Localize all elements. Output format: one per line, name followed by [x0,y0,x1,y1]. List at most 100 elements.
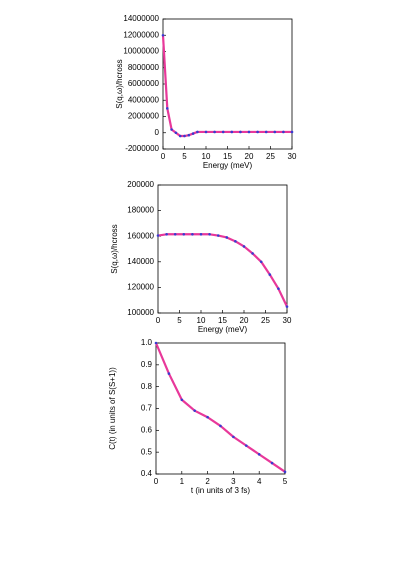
data-point [230,130,234,134]
data-point [242,245,246,248]
data-point [166,107,169,110]
data-point [239,130,242,134]
data-point [208,232,211,236]
data-point [221,130,225,134]
y-tick-label: 0.5 [141,447,153,456]
data-point [282,130,285,134]
data-line [157,233,288,308]
data-point [225,236,229,239]
x-tick-label: 30 [283,316,292,325]
y-tick-label: 0.6 [141,425,153,434]
plot-frame [162,18,293,150]
data-line [154,342,286,473]
data-point [174,131,178,135]
data-point [247,130,251,134]
y-tick-label: 4000000 [128,95,160,104]
y-tick-label: 180000 [127,206,154,215]
data-point [285,305,289,308]
data-point [268,273,272,276]
data-point [219,424,222,428]
y-tick-label: 160000 [127,231,154,240]
x-axis-label: Energy (meV) [203,161,253,170]
x-tick-label: 0 [156,316,161,325]
x-tick-label: 5 [283,477,288,486]
data-point [213,130,216,134]
data-point [204,130,208,134]
y-tick-label: 0.7 [141,404,153,413]
x-axis-label: Energy (meV) [198,325,248,334]
y-tick-label: 0.9 [141,360,153,369]
x-tick-label: 15 [218,316,227,325]
x-tick-label: 5 [177,316,182,325]
x-tick-label: 20 [240,316,249,325]
data-point [182,232,186,236]
x-tick-label: 3 [231,477,236,486]
x-tick-label: 25 [261,316,270,325]
x-tick-label: 0 [154,477,159,486]
x-tick-label: 10 [202,152,211,161]
y-tick-label: 12000000 [123,30,159,39]
data-point [264,130,268,134]
data-point [165,232,168,236]
data-point [187,133,191,137]
data-point [180,398,184,402]
data-point [154,341,158,345]
y-tick-label: 0.8 [141,382,153,391]
y-axis-label: S(q,ω)/hcross [110,224,119,273]
x-tick-label: 20 [245,152,254,161]
y-tick-label: 140000 [127,257,154,266]
y-tick-label: 10000000 [123,47,159,56]
y-tick-label: 6000000 [128,79,160,88]
y-tick-label: 100000 [127,308,154,317]
plot-frame [157,184,288,314]
data-point [193,409,196,412]
data-point [283,470,287,474]
data-point [232,435,235,439]
data-point [259,260,263,264]
plot-frame [155,342,286,475]
data-point [161,33,165,37]
data-point [290,130,294,134]
data-point [178,134,182,138]
data-point [156,234,160,237]
y-tick-label: 8000000 [128,63,160,72]
data-point [273,130,277,134]
data-point [183,134,186,138]
y-tick-label: 0 [155,128,160,137]
y-tick-label: 0.4 [141,469,153,478]
x-tick-label: 30 [288,152,297,161]
x-tick-label: 1 [180,477,185,486]
x-tick-label: 15 [223,152,232,161]
x-tick-label: 4 [257,477,262,486]
data-point [173,232,177,236]
y-tick-label: 200000 [127,180,154,189]
y-tick-label: 2000000 [128,112,160,121]
data-point [257,453,261,456]
y-axis-label: C(t) (in units of S(S+1)) [108,367,117,450]
x-tick-label: 2 [205,477,210,486]
y-tick-label: 14000000 [123,14,159,23]
data-point [199,232,203,236]
data-point [256,130,259,134]
data-point [196,130,199,134]
data-point [216,234,220,237]
y-tick-label: 1.0 [141,338,153,347]
data-line [161,35,292,138]
y-tick-label: 120000 [127,283,154,292]
data-point [270,461,274,465]
x-tick-label: 25 [266,152,275,161]
x-tick-label: 0 [161,152,166,161]
data-point [170,128,173,131]
x-tick-label: 10 [197,316,206,325]
data-point [245,444,248,447]
data-point [234,240,237,243]
data-point [206,415,209,419]
y-axis-label: S(q,ω)/hcross [115,59,124,108]
y-tick-label: -2000000 [125,144,159,153]
x-tick-label: 5 [182,152,187,161]
data-point [277,287,280,290]
data-point [191,132,195,135]
data-point [191,232,194,236]
